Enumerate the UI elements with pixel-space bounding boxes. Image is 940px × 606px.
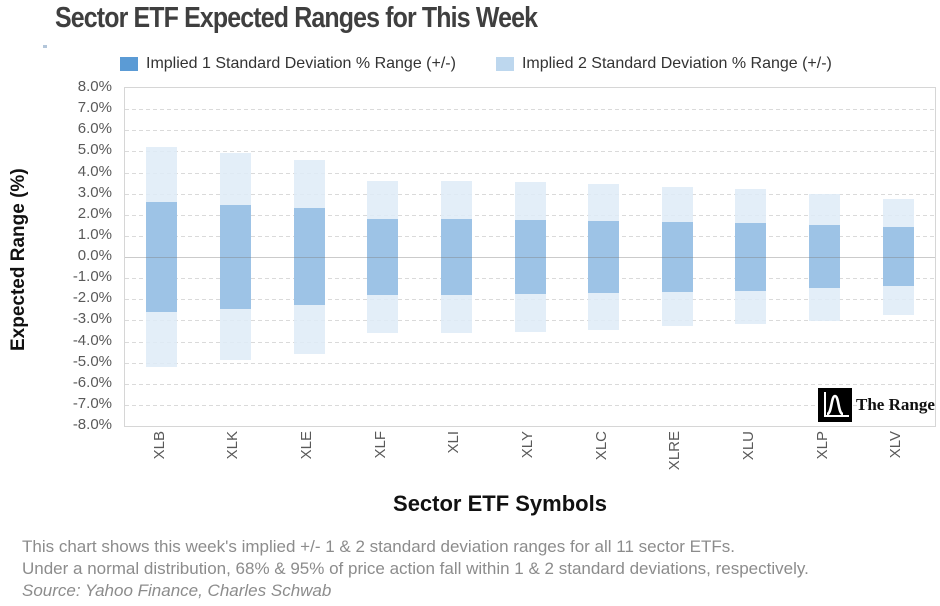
bar-1sd-XLI <box>441 219 472 295</box>
footer-line-1: This chart shows this week's implied +/-… <box>22 537 735 556</box>
footer-line-2: Under a normal distribution, 68% & 95% o… <box>22 559 809 578</box>
chart-title: Sector ETF Expected Ranges for This Week <box>55 2 538 34</box>
x-tick-XLI: XLI <box>445 431 462 454</box>
gridline--7.0% <box>125 405 935 406</box>
x-tick-XLF: XLF <box>372 431 389 459</box>
gridline-5.0% <box>125 151 935 152</box>
bar-1sd-XLE <box>294 208 325 305</box>
bar-1sd-XLY <box>515 220 546 294</box>
x-tick-XLB: XLB <box>151 431 168 460</box>
y-tick--7.0%: -7.0% <box>72 395 112 412</box>
y-tick--5.0%: -5.0% <box>72 353 112 370</box>
x-axis-title: Sector ETF Symbols <box>393 491 607 516</box>
y-tick-6.0%: 6.0% <box>77 120 112 137</box>
legend-item-2sd: Implied 2 Standard Deviation % Range (+/… <box>495 55 832 73</box>
x-tick-XLY: XLY <box>519 431 536 459</box>
stray-mark <box>43 45 47 48</box>
plot-area <box>124 87 936 427</box>
x-tick-XLU: XLU <box>740 431 757 461</box>
bar-1sd-XLV <box>883 227 914 286</box>
bar-1sd-XLF <box>367 219 398 295</box>
y-tick-0.0%: 0.0% <box>77 247 112 264</box>
y-tick--2.0%: -2.0% <box>72 289 112 306</box>
footer-source: Source: Yahoo Finance, Charles Schwab <box>22 581 332 600</box>
y-tick-3.0%: 3.0% <box>77 184 112 201</box>
legend-swatch-1sd <box>120 57 138 71</box>
x-tick-XLRE: XLRE <box>666 431 683 471</box>
x-tick-XLV: XLV <box>887 431 904 459</box>
x-tick-XLK: XLK <box>224 431 241 460</box>
gridline--5.0% <box>125 363 935 364</box>
gridline--6.0% <box>125 384 935 385</box>
bell-curve-logo-icon <box>818 388 852 422</box>
legend-label-2sd: Implied 2 Standard Deviation % Range (+/… <box>521 55 832 72</box>
chart-legend: Implied 1 Standard Deviation % Range (+/… <box>120 55 832 73</box>
bar-1sd-XLRE <box>662 222 693 292</box>
gridline-6.0% <box>125 130 935 131</box>
y-tick-8.0%: 8.0% <box>77 78 112 95</box>
x-tick-XLP: XLP <box>814 431 831 460</box>
gridline-7.0% <box>125 109 935 110</box>
y-tick--8.0%: -8.0% <box>72 416 112 433</box>
y-tick-4.0%: 4.0% <box>77 163 112 180</box>
bar-1sd-XLU <box>735 223 766 291</box>
x-tick-XLC: XLC <box>593 431 610 461</box>
y-tick-7.0%: 7.0% <box>77 99 112 116</box>
y-tick--1.0%: -1.0% <box>72 268 112 285</box>
x-tick-XLE: XLE <box>298 431 315 460</box>
y-tick--4.0%: -4.0% <box>72 332 112 349</box>
footer-notes: This chart shows this week's implied +/-… <box>22 536 809 602</box>
legend-item-1sd: Implied 1 Standard Deviation % Range (+/… <box>120 55 456 73</box>
y-tick-1.0%: 1.0% <box>77 226 112 243</box>
legend-label-1sd: Implied 1 Standard Deviation % Range (+/… <box>146 55 456 72</box>
y-tick--3.0%: -3.0% <box>72 310 112 327</box>
watermark: The Range <box>818 388 935 422</box>
gridline--4.0% <box>125 342 935 343</box>
legend-swatch-2sd <box>495 57 514 71</box>
y-tick-2.0%: 2.0% <box>77 205 112 222</box>
bar-1sd-XLC <box>588 221 619 293</box>
bar-1sd-XLB <box>146 202 177 312</box>
gridline-4.0% <box>125 173 935 174</box>
zero-gridline <box>125 257 935 258</box>
y-tick-5.0%: 5.0% <box>77 141 112 158</box>
bar-1sd-XLP <box>809 225 840 288</box>
bar-1sd-XLK <box>220 205 251 309</box>
y-tick--6.0%: -6.0% <box>72 374 112 391</box>
watermark-label: The Range <box>856 395 935 414</box>
